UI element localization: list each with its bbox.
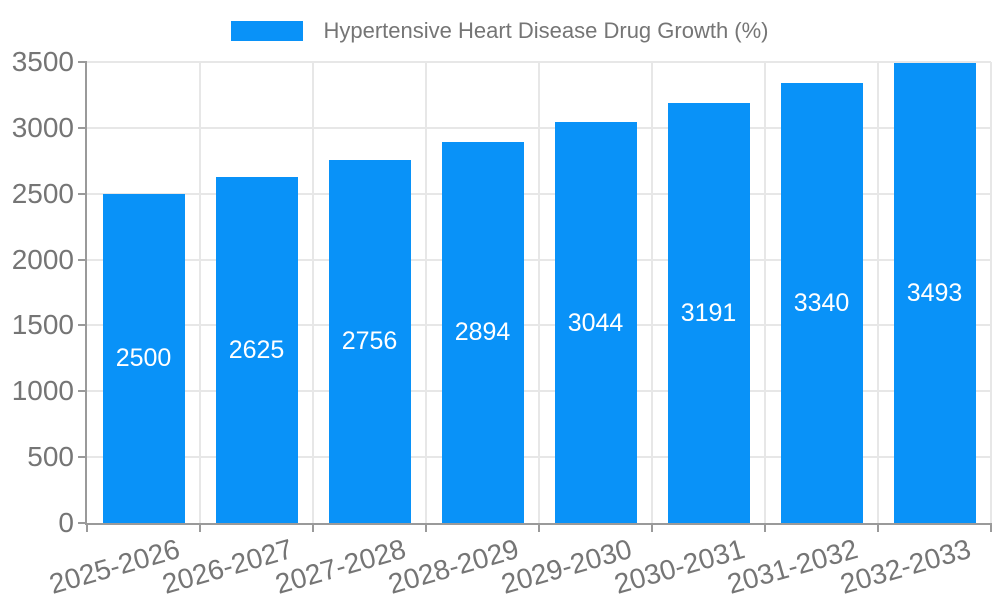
- y-axis-tick: [78, 456, 87, 459]
- v-gridline: [312, 62, 314, 523]
- y-axis-tick: [78, 390, 87, 393]
- y-tick-label: 1500: [11, 309, 74, 341]
- bar-value-label: 2894: [454, 318, 511, 347]
- y-tick-label: 2000: [11, 243, 74, 275]
- x-tick-label: 2032-2033: [836, 533, 974, 600]
- bar: [441, 141, 524, 523]
- y-tick-label: 0: [58, 507, 74, 538]
- y-tick-label: 2500: [11, 177, 74, 209]
- x-axis-tick: [425, 523, 427, 532]
- bar: [554, 122, 637, 523]
- y-tick-label: 3000: [11, 111, 74, 143]
- bar-value-label: 2756: [341, 327, 398, 356]
- v-gridline: [199, 62, 201, 523]
- x-tick-label: 2029-2030: [497, 533, 635, 600]
- x-axis-tick: [651, 523, 653, 532]
- y-tick-label: 3500: [11, 46, 74, 77]
- y-axis-tick: [78, 522, 87, 524]
- bar: [893, 62, 976, 523]
- bar-value-label: 2625: [228, 336, 285, 365]
- x-tick-label: 2026-2027: [158, 533, 296, 600]
- bar-value-label: 3044: [567, 308, 624, 337]
- v-gridline: [425, 62, 427, 523]
- x-axis-tick: [86, 523, 88, 532]
- x-tick-label: 2030-2031: [610, 533, 748, 600]
- bar: [102, 193, 185, 523]
- x-axis-tick: [877, 523, 879, 532]
- y-axis-tick: [78, 192, 87, 195]
- x-tick-label: 2027-2028: [271, 533, 409, 600]
- legend-label: Hypertensive Heart Disease Drug Growth (…: [323, 18, 769, 43]
- v-gridline: [538, 62, 540, 523]
- bar-value-label: 3493: [906, 278, 963, 307]
- x-tick-label: 2031-2032: [723, 533, 861, 600]
- bar: [780, 83, 863, 523]
- legend-swatch: [231, 21, 304, 41]
- v-gridline: [990, 62, 992, 523]
- x-axis-tick: [312, 523, 314, 532]
- bar-value-label: 2500: [115, 344, 172, 373]
- x-axis-tick: [199, 523, 201, 532]
- x-axis-tick: [990, 523, 992, 532]
- v-gridline: [877, 62, 879, 523]
- y-tick-label: 1000: [11, 375, 74, 407]
- v-gridline: [651, 62, 653, 523]
- y-tick-label: 500: [27, 441, 74, 473]
- bar-value-label: 3340: [793, 289, 850, 318]
- bar: [215, 177, 298, 523]
- x-tick-label: 2028-2029: [384, 533, 522, 600]
- bar: [328, 159, 411, 523]
- bar-value-label: 3191: [680, 298, 737, 327]
- v-gridline: [764, 62, 766, 523]
- bar: [667, 102, 750, 523]
- y-axis-tick: [78, 258, 87, 261]
- y-axis-tick: [78, 61, 87, 63]
- legend[interactable]: Hypertensive Heart Disease Drug Growth (…: [0, 17, 1000, 45]
- y-axis-tick: [78, 324, 87, 327]
- x-axis-tick: [538, 523, 540, 532]
- x-tick-label: 2025-2026: [45, 533, 183, 600]
- y-axis-tick: [78, 126, 87, 129]
- x-axis-tick: [764, 523, 766, 532]
